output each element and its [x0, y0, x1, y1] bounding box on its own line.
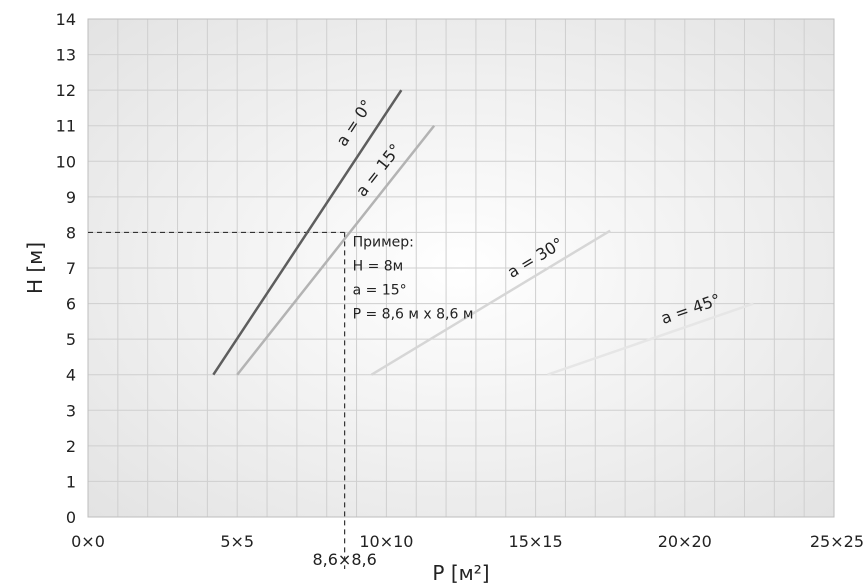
x-tick-label: 5×5 [220, 532, 254, 551]
example-annotation: Пример: H = 8м a = 15° P = 8,6 м x 8,6 м [353, 234, 474, 322]
y-tick-label: 1 [66, 472, 76, 491]
x-tick-label: 0×0 [71, 532, 105, 551]
annotation-line: H = 8м [353, 258, 404, 274]
y-tick-label: 9 [66, 188, 76, 207]
series-line [370, 229, 611, 376]
series-lines [212, 89, 754, 376]
y-tick-label: 5 [66, 330, 76, 349]
annotation-line: Пример: [353, 234, 414, 250]
y-tick-label: 0 [66, 508, 76, 527]
example-marker: 8,6×8,6 [88, 231, 377, 569]
x-axis-ticks: 0×0 5×5 10×10 15×15 20×20 25×25 [71, 532, 864, 551]
x-tick-label: 20×20 [658, 532, 712, 551]
annotation-line: a = 15° [353, 282, 407, 298]
y-tick-label: 6 [66, 295, 76, 314]
x-tick-label: 15×15 [509, 532, 563, 551]
y-tick-label: 4 [66, 366, 76, 385]
series-line [236, 124, 436, 376]
y-tick-label: 2 [66, 437, 76, 456]
y-tick-label: 12 [56, 81, 76, 100]
series-line [547, 302, 754, 376]
y-axis-title: H [м] [23, 242, 47, 294]
example-x-value-label: 8,6×8,6 [312, 550, 376, 569]
y-tick-label: 3 [66, 401, 76, 420]
annotation-line: P = 8,6 м x 8,6 м [353, 306, 474, 322]
x-tick-label: 10×10 [359, 532, 413, 551]
y-tick-label: 10 [56, 152, 76, 171]
y-tick-label: 13 [56, 46, 76, 65]
y-tick-label: 8 [66, 223, 76, 242]
y-tick-label: 14 [56, 10, 76, 29]
grid [88, 19, 834, 517]
x-tick-label: 25×25 [810, 532, 864, 551]
y-tick-label: 7 [66, 259, 76, 278]
y-tick-label: 11 [56, 117, 76, 136]
plot-frame [87, 18, 835, 518]
series-line [212, 89, 403, 376]
x-axis-title: P [м²] [432, 561, 489, 584]
